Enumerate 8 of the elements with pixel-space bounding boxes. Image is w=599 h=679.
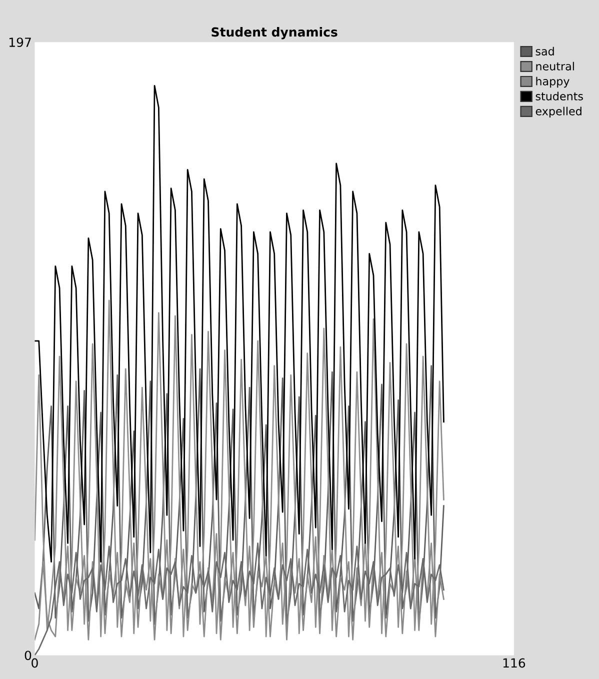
legend-label: students (536, 92, 583, 100)
x-tick-label: 116 (503, 658, 526, 668)
legend-label: sad (536, 46, 554, 56)
legend-label: happy (536, 76, 570, 88)
y-tick-label: 197 (9, 38, 31, 48)
legend-label: neutral (536, 62, 574, 70)
legend-label: expelled (536, 106, 582, 118)
chart-title: Student dynamics (212, 27, 338, 40)
